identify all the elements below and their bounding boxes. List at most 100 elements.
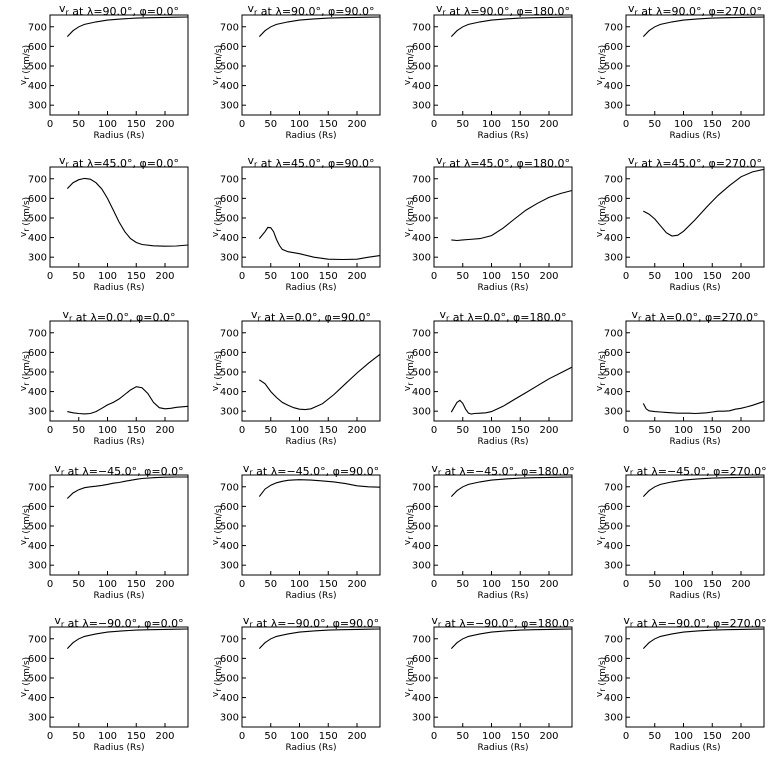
plot-frame (241, 474, 381, 576)
x-tick-label: 100 (482, 425, 501, 436)
y-tick-label: 500 (412, 61, 431, 72)
panel-2: vr at λ=90.0°, φ=90.0° 0 50 100 150 200 300 400… (211, 2, 381, 141)
x-tick-label: 100 (674, 425, 693, 436)
x-tick-label: 100 (98, 119, 117, 130)
y-tick-label: 500 (604, 61, 623, 72)
y-tick-label: 300 (604, 561, 623, 572)
x-tick-label: 100 (482, 731, 501, 742)
x-tick-label: 100 (98, 271, 117, 282)
y-tick-label: 300 (604, 101, 623, 112)
x-tick-label: 50 (264, 731, 277, 742)
plot-frame (625, 474, 765, 576)
x-tick-label: 100 (290, 119, 309, 130)
y-tick-label: 500 (28, 521, 47, 532)
y-tick-label: 500 (412, 673, 431, 684)
y-tick-label: 400 (604, 387, 623, 398)
series-line (642, 400, 765, 415)
x-tick-label: 0 (239, 579, 245, 590)
x-axis-label: Radius (Rs) (669, 591, 720, 601)
plot-frame (241, 166, 381, 268)
y-tick-label: 600 (28, 42, 47, 53)
panel-title: vr at λ=0.0°, φ=180.0° (439, 308, 566, 324)
plot-frame (433, 320, 573, 422)
y-tick-label: 600 (604, 502, 623, 513)
y-tick-label: 600 (220, 348, 239, 359)
x-tick-label: 0 (47, 425, 53, 436)
panel-17: vr at λ=−90.0°, φ=0.0° 0 50 100 150 200 300 400… (19, 614, 189, 753)
plot-frame (433, 166, 573, 268)
x-tick-label: 200 (539, 119, 558, 130)
x-tick-label: 0 (431, 271, 437, 282)
y-tick-label: 600 (220, 502, 239, 513)
x-axis-label: Radius (Rs) (93, 743, 144, 753)
panel-10: vr at λ=0.0°, φ=90.0° 0 50 100 150 200 300 400 5… (211, 308, 381, 447)
y-tick-label: 500 (28, 61, 47, 72)
series-line (67, 386, 189, 415)
panel-title: vr at λ=90.0°, φ=0.0° (59, 2, 179, 18)
y-axis-label: vr (km/s) (403, 197, 416, 237)
y-tick-label: 400 (220, 541, 239, 552)
plot-frame (241, 320, 381, 422)
panel-title: vr at λ=−90.0°, φ=0.0° (54, 614, 183, 630)
y-tick-label: 600 (220, 42, 239, 53)
y-tick-label: 600 (28, 654, 47, 665)
plot-frame (625, 14, 765, 116)
x-tick-label: 150 (511, 579, 530, 590)
x-tick-label: 50 (648, 271, 661, 282)
y-tick-label: 600 (28, 348, 47, 359)
x-tick-label: 0 (47, 731, 53, 742)
panel-title: vr at λ=−90.0°, φ=180.0° (431, 614, 574, 630)
y-axis-label: vr (km/s) (595, 657, 608, 697)
panel-13: vr at λ=−45.0°, φ=0.0° 0 50 100 150 200 300 400… (19, 462, 189, 601)
x-tick-label: 50 (456, 271, 469, 282)
x-tick-label: 50 (72, 731, 85, 742)
y-tick-label: 600 (412, 194, 431, 205)
x-tick-label: 150 (703, 579, 722, 590)
plot-frame (49, 320, 189, 422)
x-tick-label: 200 (731, 425, 750, 436)
y-tick-label: 400 (412, 81, 431, 92)
x-axis-label: Radius (Rs) (93, 283, 144, 293)
x-tick-label: 200 (347, 425, 366, 436)
panel-9: vr at λ=0.0°, φ=0.0° 0 50 100 150 200 300 400 50… (19, 308, 189, 447)
x-tick-label: 200 (347, 731, 366, 742)
y-tick-label: 300 (412, 253, 431, 264)
y-axis-label: vr (km/s) (403, 45, 416, 85)
x-axis-label: Radius (Rs) (285, 283, 336, 293)
x-tick-label: 200 (155, 425, 174, 436)
x-tick-label: 100 (290, 271, 309, 282)
plot-frame (625, 166, 765, 268)
y-tick-label: 300 (28, 407, 47, 418)
plot-frame (49, 14, 189, 116)
x-tick-label: 0 (239, 119, 245, 130)
y-tick-label: 500 (220, 61, 239, 72)
x-tick-label: 200 (155, 271, 174, 282)
x-tick-label: 100 (98, 425, 117, 436)
y-tick-label: 600 (604, 42, 623, 53)
x-tick-label: 150 (319, 425, 338, 436)
series-line (258, 628, 381, 649)
y-tick-label: 700 (28, 634, 47, 645)
y-tick-label: 500 (412, 521, 431, 532)
panel-3: vr at λ=90.0°, φ=180.0° 0 50 100 150 200 300 40… (403, 2, 573, 141)
x-tick-label: 50 (648, 579, 661, 590)
x-axis-label: Radius (Rs) (669, 743, 720, 753)
panel-title: vr at λ=0.0°, φ=270.0° (631, 308, 758, 324)
y-tick-label: 500 (220, 521, 239, 532)
plot-frame (49, 626, 189, 728)
y-tick-label: 700 (412, 328, 431, 339)
panel-12: vr at λ=0.0°, φ=270.0° 0 50 100 150 200 300 400… (595, 308, 765, 447)
panel-title: vr at λ=45.0°, φ=90.0° (247, 154, 374, 170)
plot-frame (433, 626, 573, 728)
y-tick-label: 700 (28, 482, 47, 493)
x-tick-label: 0 (431, 425, 437, 436)
x-tick-label: 0 (239, 271, 245, 282)
x-tick-label: 200 (347, 579, 366, 590)
x-tick-label: 200 (155, 579, 174, 590)
series-line (66, 628, 189, 649)
plot-frame (433, 474, 573, 576)
x-axis-label: Radius (Rs) (285, 743, 336, 753)
x-tick-label: 0 (431, 731, 437, 742)
y-tick-label: 500 (604, 673, 623, 684)
y-axis-label: vr (km/s) (211, 45, 224, 85)
